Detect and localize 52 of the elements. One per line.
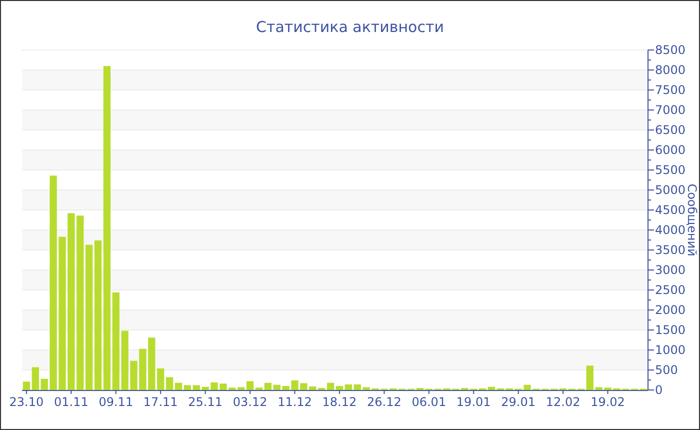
bar — [264, 382, 272, 390]
bar — [94, 240, 102, 390]
x-tick-label: 03.12 — [232, 395, 268, 409]
x-tick-label: 23.10 — [9, 395, 44, 409]
bar — [336, 386, 344, 390]
x-tick-label: 11.12 — [278, 395, 312, 409]
bar — [184, 385, 192, 390]
y-tick-label: 7500 — [655, 83, 686, 98]
y-tick-label: 2000 — [655, 303, 686, 318]
bar — [112, 292, 120, 390]
bar — [157, 368, 164, 390]
y-tick-label: 5500 — [655, 163, 686, 178]
y-tick-label: 4500 — [655, 203, 686, 218]
bar — [246, 381, 254, 390]
y-tick-label: 1000 — [655, 343, 686, 358]
x-tick-label: 01.11 — [54, 395, 88, 409]
bar — [22, 382, 30, 390]
y-tick-label: 3000 — [655, 263, 686, 278]
bar — [85, 244, 93, 390]
x-tick-label: 26.12 — [367, 395, 402, 409]
x-tick-label: 06.01 — [412, 395, 446, 409]
y-tick-label: 8000 — [655, 63, 686, 78]
y-tick-label: 0 — [655, 383, 663, 398]
bar — [326, 382, 334, 390]
y-tick-label: 1500 — [655, 323, 686, 338]
y-tick-label: 6000 — [655, 143, 686, 158]
x-tick-label: 19.02 — [590, 395, 625, 409]
x-tick-label: 12.02 — [546, 395, 580, 409]
x-tick-label: 29.01 — [501, 395, 536, 409]
x-tick-label: 17.11 — [143, 395, 178, 409]
chart-title: Статистика активности — [256, 18, 444, 36]
x-tick-label: 25.11 — [188, 395, 223, 409]
bar — [344, 384, 352, 390]
bar — [166, 377, 174, 390]
y-tick-label: 2500 — [655, 283, 686, 298]
y-tick-label: 8500 — [655, 43, 686, 58]
y-tick-label: 500 — [655, 363, 678, 378]
bar — [174, 382, 182, 390]
y-tick-label: 4000 — [655, 223, 686, 238]
y-tick-label: 3500 — [655, 243, 686, 258]
bar — [103, 66, 111, 390]
x-tick-label: 09.11 — [98, 395, 134, 409]
bar — [238, 387, 245, 390]
y-tick-label: 7000 — [655, 103, 686, 118]
bar — [192, 385, 200, 390]
y-axis-title: Сообщений — [685, 184, 699, 256]
x-tick-label: 19.01 — [456, 395, 491, 409]
x-tick-label: 18.12 — [322, 395, 357, 409]
y-tick-label: 6500 — [655, 123, 686, 138]
bar — [488, 386, 496, 390]
bar — [32, 367, 39, 390]
y-tick-label: 5000 — [655, 183, 686, 198]
